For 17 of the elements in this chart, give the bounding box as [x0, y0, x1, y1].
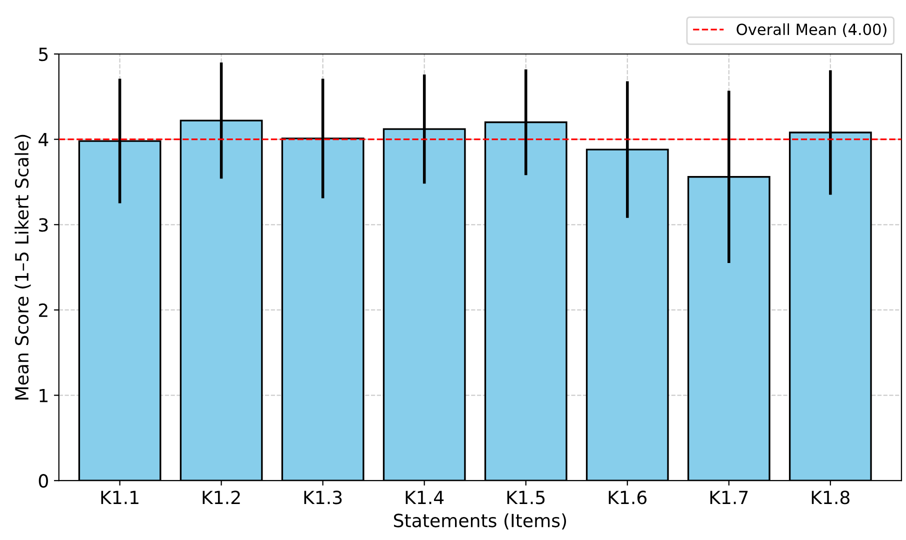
x-axis-title: Statements (Items): [394, 513, 566, 530]
y-axis-title: Mean Score (1–5 Likert Scale): [14, 134, 31, 400]
x-tick-label: K1.2: [202, 490, 240, 504]
y-tick-label: 3: [39, 218, 48, 232]
x-tick-label: K1.7: [710, 490, 748, 504]
x-tick-label: K1.1: [101, 490, 138, 504]
y-tick-label: 4: [38, 133, 48, 146]
legend-label: Overall Mean (4.00): [736, 23, 886, 37]
x-tick-label: K1.6: [608, 490, 647, 504]
x-tick-label: K1.8: [812, 490, 850, 504]
y-tick-label: 2: [39, 303, 48, 317]
y-tick-label: 5: [39, 48, 48, 62]
x-tick-label: K1.4: [406, 490, 444, 504]
x-tick-label: K1.5: [507, 490, 545, 504]
y-tick-label: 1: [40, 388, 48, 402]
y-tick-label: 0: [38, 474, 48, 488]
x-tick-label: K1.3: [304, 490, 342, 504]
